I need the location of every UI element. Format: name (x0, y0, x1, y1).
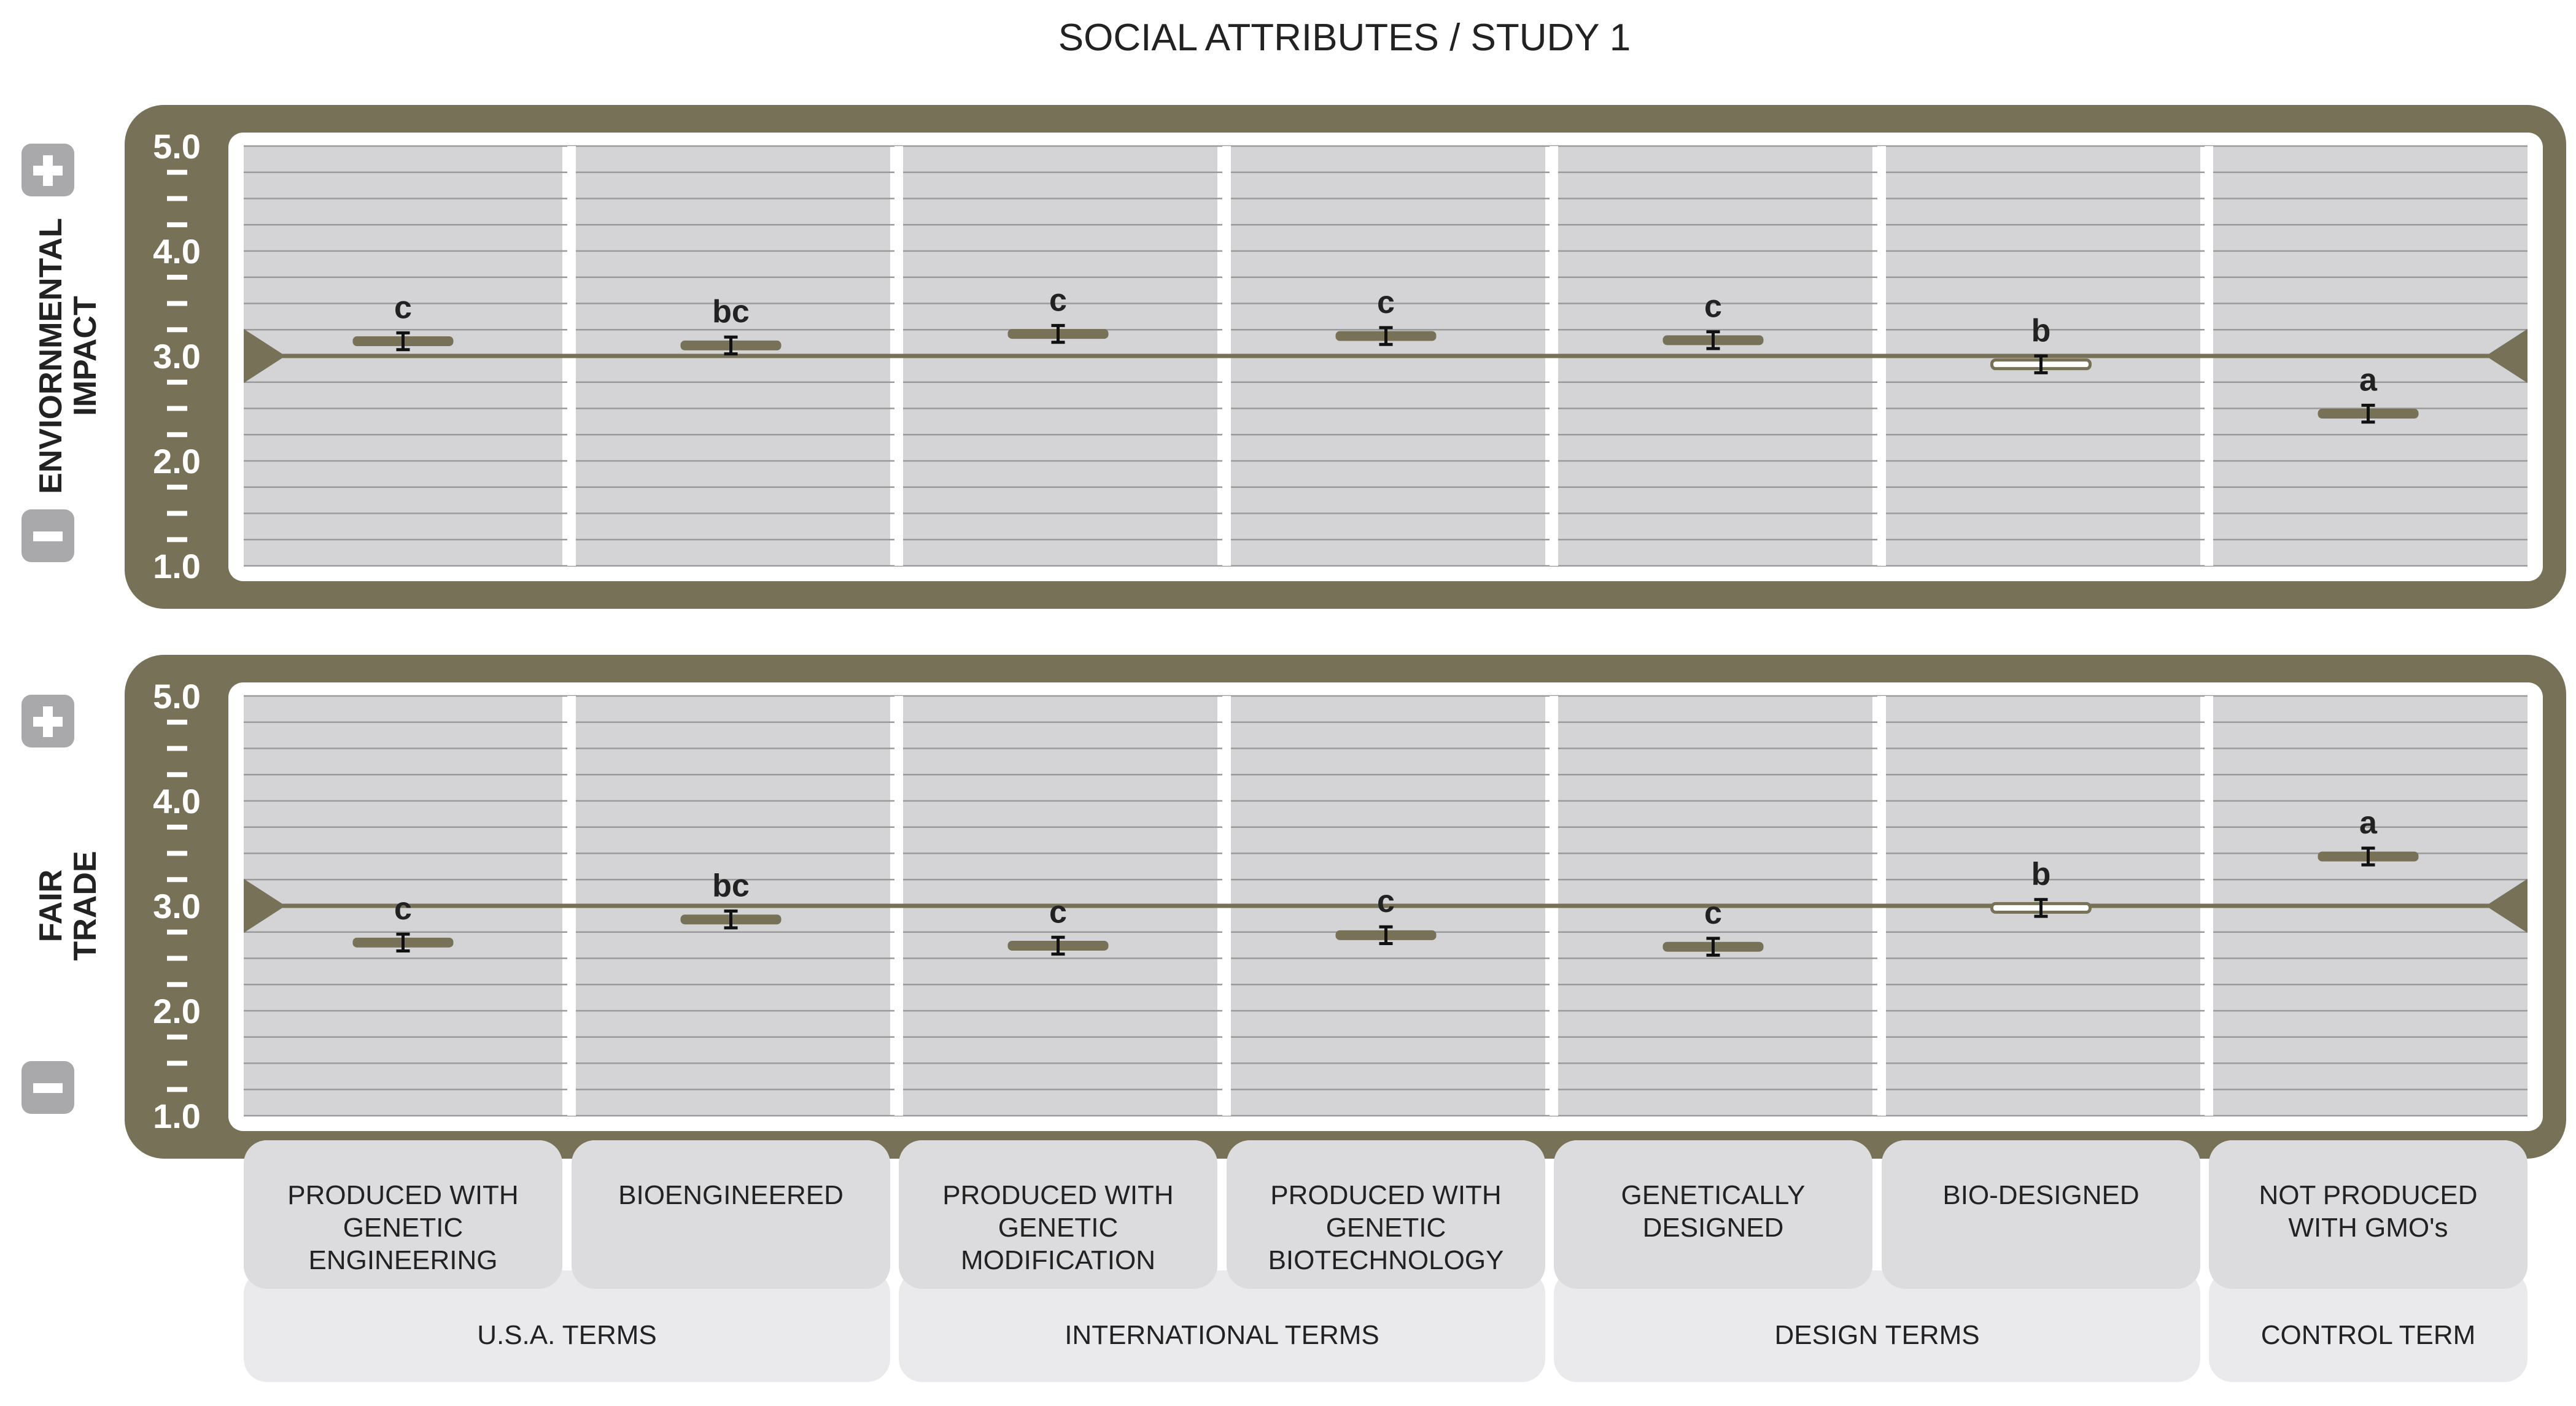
category-box-front (244, 1140, 562, 1289)
category-label: GENETIC (998, 1213, 1119, 1243)
significance-letter: c (1704, 895, 1722, 931)
category-box-front (2209, 1140, 2528, 1289)
y-axis-label: IMPACT (68, 296, 103, 416)
category-label: BIOTECHNOLOGY (1268, 1245, 1504, 1275)
category-label: ENGINEERING (308, 1245, 497, 1275)
significance-letter: a (2359, 362, 2378, 398)
group-box (2209, 1270, 2528, 1382)
significance-letter: c (1377, 285, 1395, 320)
group-label: INTERNATIONAL TERMS (1065, 1320, 1379, 1350)
group-label: DESIGN TERMS (1774, 1320, 1979, 1350)
reference-arrow-left (244, 879, 285, 933)
significance-letter: bc (712, 868, 750, 904)
significance-letter: c (394, 290, 412, 325)
minus-sign-icon (33, 1083, 63, 1093)
reference-arrow-right (2486, 329, 2528, 383)
significance-letter: bc (712, 294, 750, 330)
y-axis-label: ENVIORNMENTAL (33, 218, 69, 494)
category-box-front (572, 1140, 890, 1289)
significance-letter: b (2031, 313, 2051, 349)
category-label: WITH GMO's (2288, 1213, 2448, 1243)
category-label: MODIFICATION (961, 1245, 1155, 1275)
category-box-front (1554, 1140, 1872, 1289)
y-tick-label: 2.0 (153, 992, 201, 1030)
y-tick-label: 5.0 (153, 127, 201, 166)
y-tick-label: 5.0 (153, 677, 201, 716)
category-label: GENETIC (343, 1213, 464, 1243)
reference-arrow-right (2486, 879, 2528, 933)
y-axis-label: TRADE (68, 851, 103, 960)
category-box-front (899, 1140, 1217, 1289)
category-label: PRODUCED WITH (287, 1180, 518, 1210)
significance-letter: c (1377, 884, 1395, 919)
category-label: GENETICALLY (1621, 1180, 1806, 1210)
group-box (1554, 1270, 2200, 1382)
category-label: BIOENGINEERED (618, 1180, 844, 1210)
category-box-front (1882, 1140, 2200, 1289)
significance-letter: a (2359, 805, 2378, 841)
plus-sign-icon (43, 155, 53, 186)
category-label: DESIGNED (1643, 1213, 1784, 1243)
y-tick-label: 1.0 (153, 547, 201, 585)
category-label: NOT PRODUCED (2259, 1180, 2477, 1210)
y-tick-label: 3.0 (153, 887, 201, 925)
significance-letter: b (2031, 857, 2051, 892)
significance-letter: c (1049, 282, 1067, 318)
group-box (244, 1270, 890, 1382)
y-tick-label: 4.0 (153, 232, 201, 271)
y-tick-label: 1.0 (153, 1097, 201, 1135)
category-box-front (1227, 1140, 1545, 1289)
significance-letter: c (394, 891, 412, 927)
category-label: PRODUCED WITH (1270, 1180, 1501, 1210)
significance-letter: c (1704, 289, 1722, 325)
chart-title: SOCIAL ATTRIBUTES / STUDY 1 (1058, 17, 1631, 59)
plus-sign-icon (43, 706, 53, 737)
category-label: PRODUCED WITH (942, 1180, 1173, 1210)
significance-letter: c (1049, 894, 1067, 930)
group-label: U.S.A. TERMS (477, 1320, 657, 1350)
y-tick-label: 2.0 (153, 442, 201, 481)
category-label: BIO-DESIGNED (1942, 1180, 2139, 1210)
y-tick-label: 3.0 (153, 337, 201, 376)
category-label: GENETIC (1326, 1213, 1446, 1243)
reference-arrow-left (244, 329, 285, 383)
minus-sign-icon (33, 531, 63, 541)
y-axis-label: FAIR (33, 870, 69, 942)
group-label: CONTROL TERM (2261, 1320, 2476, 1350)
y-tick-label: 4.0 (153, 782, 201, 821)
group-box (899, 1270, 1545, 1382)
